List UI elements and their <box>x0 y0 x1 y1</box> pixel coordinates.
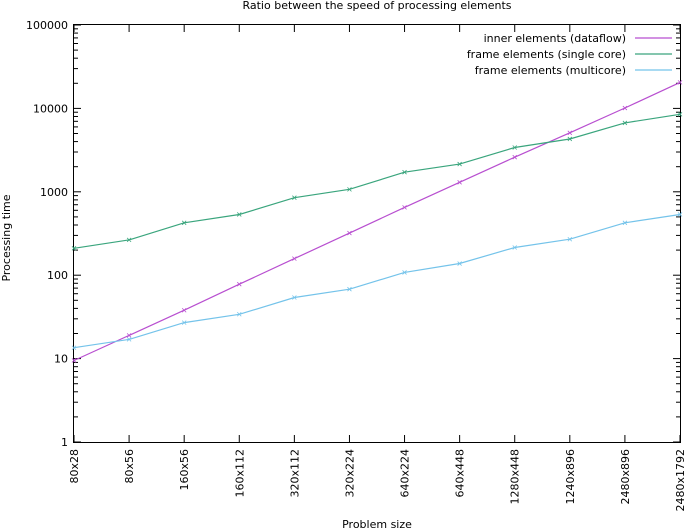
x-tick-label: 1240x896 <box>564 449 577 505</box>
data-point <box>347 230 352 236</box>
x-ticks: 80x28 80x56 160x56 160x112 320x112 320x224 640… <box>68 25 685 512</box>
data-point <box>402 270 407 275</box>
x-tick-label: 80x28 <box>68 449 81 484</box>
series-lines <box>71 80 683 363</box>
chart-title: Ratio between the speed of processing el… <box>242 0 511 12</box>
data-point <box>236 281 242 287</box>
legend: inner elements (dataflow) frame elements … <box>467 32 672 77</box>
y-tick-label: 1 <box>61 436 68 449</box>
data-point <box>677 80 683 85</box>
data-point <box>292 195 297 200</box>
legend-label: inner elements (dataflow) <box>484 32 626 45</box>
x-tick-label: 80x56 <box>123 449 136 484</box>
data-point <box>236 212 242 217</box>
y-tick-label: 10 <box>54 353 68 366</box>
data-point <box>181 307 187 313</box>
data-point <box>126 237 132 243</box>
data-point <box>622 220 628 226</box>
data-point <box>126 333 132 338</box>
y-axis-label: Processing time <box>0 194 13 281</box>
x-axis-label: Problem size <box>342 518 412 531</box>
x-tick-label: 2480x896 <box>619 449 632 505</box>
data-point <box>677 212 683 217</box>
y-ticks: 1 10 100 1000 10000 100000 <box>26 19 680 449</box>
data-point <box>71 358 77 363</box>
data-point <box>567 130 573 136</box>
data-point <box>292 295 297 300</box>
y-tick-label: 1000 <box>40 186 68 199</box>
data-point <box>567 236 573 242</box>
data-point <box>512 245 518 250</box>
data-point <box>181 220 187 226</box>
data-point <box>71 246 77 251</box>
data-point <box>512 154 518 160</box>
data-point <box>347 286 352 292</box>
data-point <box>236 311 242 317</box>
data-point <box>512 145 518 150</box>
data-point <box>567 136 573 142</box>
data-point <box>457 180 462 185</box>
legend-label: frame elements (single core) <box>467 48 626 61</box>
x-tick-label: 320x112 <box>288 449 301 498</box>
data-point <box>126 337 132 342</box>
series-line-1 <box>73 113 681 249</box>
data-point <box>457 161 462 167</box>
data-point <box>347 187 352 192</box>
data-point <box>402 205 407 210</box>
data-point <box>457 261 462 266</box>
series-line-0 <box>73 81 681 362</box>
data-point <box>677 112 683 117</box>
x-tick-label: 160x56 <box>178 449 191 491</box>
data-point <box>622 120 628 126</box>
x-tick-label: 640x448 <box>454 449 467 498</box>
x-tick-label: 1280x448 <box>509 449 522 505</box>
x-tick-label: 320x224 <box>343 449 356 498</box>
x-tick-label: 640x224 <box>399 449 412 498</box>
x-tick-label: 160x112 <box>233 449 246 498</box>
plot-frame <box>73 24 681 443</box>
data-point <box>622 105 628 111</box>
x-tick-label: 2480x1792 <box>674 449 685 512</box>
legend-label: frame elements (multicore) <box>475 64 626 77</box>
y-tick-label: 100000 <box>26 19 68 32</box>
data-point <box>402 169 407 175</box>
y-tick-label: 10000 <box>33 102 68 115</box>
data-point <box>181 320 187 325</box>
data-point <box>71 345 77 351</box>
series-line-2 <box>73 213 681 349</box>
data-point <box>292 256 297 261</box>
y-tick-label: 100 <box>47 269 68 282</box>
